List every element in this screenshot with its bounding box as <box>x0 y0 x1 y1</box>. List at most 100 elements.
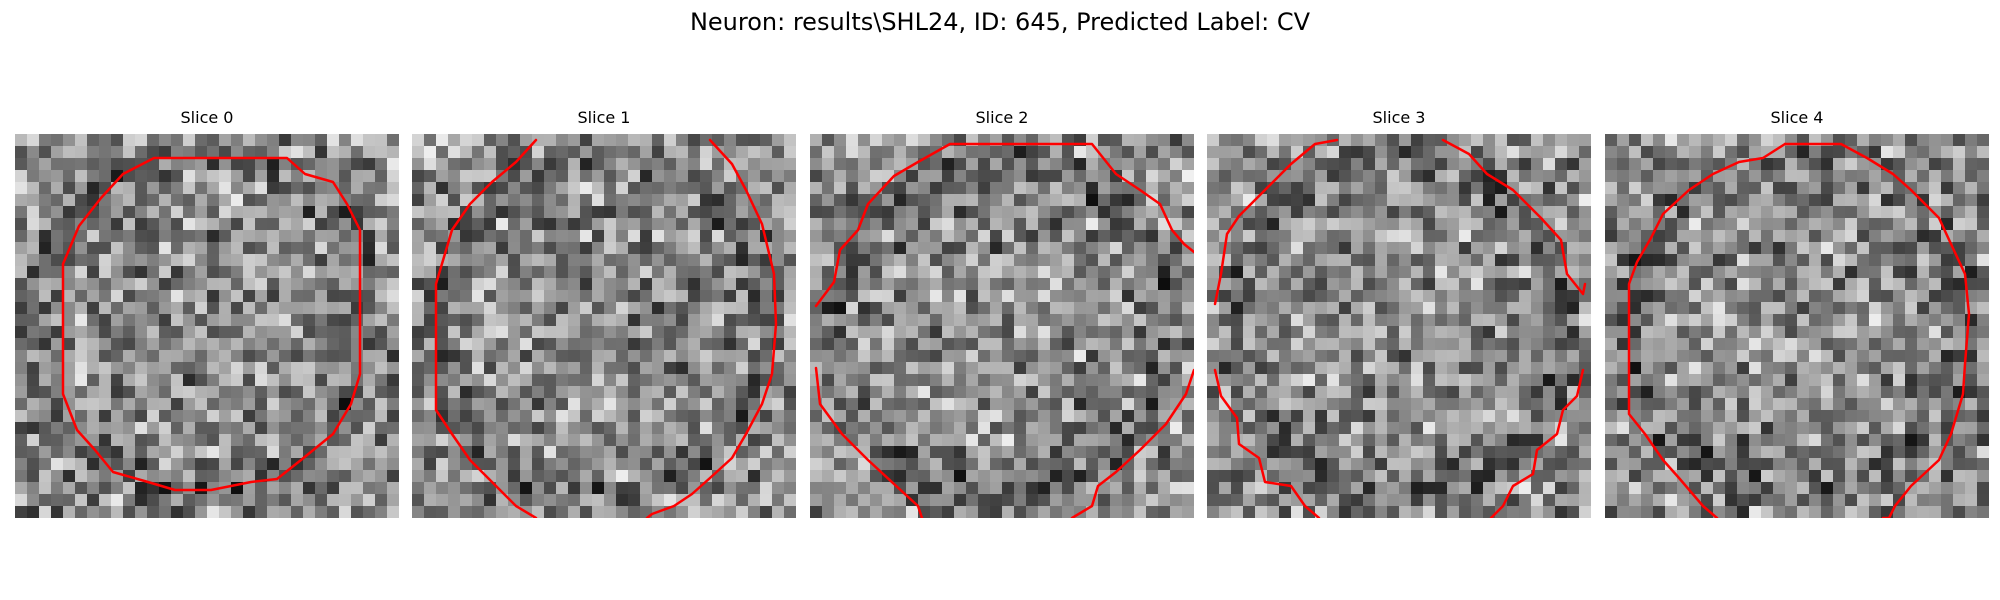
pixel-cell <box>580 314 592 326</box>
pixel-cell <box>1291 326 1303 338</box>
pixel-cell <box>387 434 399 446</box>
pixel-cell <box>942 206 954 218</box>
pixel-cell <box>664 302 676 314</box>
pixel-cell <box>1725 374 1737 386</box>
pixel-cell <box>1255 386 1267 398</box>
pixel-cell <box>1713 302 1725 314</box>
pixel-cell <box>183 434 195 446</box>
pixel-cell <box>1399 206 1411 218</box>
pixel-cell <box>339 290 351 302</box>
pixel-cell <box>1495 170 1507 182</box>
pixel-cell <box>544 458 556 470</box>
pixel-cell <box>1146 146 1158 158</box>
pixel-cell <box>1014 254 1026 266</box>
pixel-cell <box>1399 194 1411 206</box>
pixel-cell <box>1797 410 1809 422</box>
pixel-cell <box>1267 158 1279 170</box>
pixel-cell <box>760 314 772 326</box>
pixel-cell <box>736 290 748 302</box>
pixel-cell <box>810 314 822 326</box>
pixel-cell <box>255 470 267 482</box>
pixel-cell <box>1929 146 1941 158</box>
pixel-cell <box>1170 242 1182 254</box>
pixel-cell <box>183 374 195 386</box>
pixel-cell <box>882 374 894 386</box>
contour-path-1a <box>434 138 538 518</box>
pixel-cell <box>484 386 496 398</box>
pixel-cell <box>231 230 243 242</box>
pixel-cell <box>1363 278 1375 290</box>
pixel-cell <box>532 446 544 458</box>
pixel-cell <box>1231 458 1243 470</box>
pixel-cell <box>1845 386 1857 398</box>
pixel-cell <box>1074 398 1086 410</box>
pixel-cell <box>1122 458 1134 470</box>
pixel-cell <box>327 230 339 242</box>
pixel-cell <box>1303 290 1315 302</box>
pixel-cell <box>1146 422 1158 434</box>
pixel-cell <box>1098 422 1110 434</box>
pixel-cell <box>784 374 796 386</box>
pixel-cell <box>1351 230 1363 242</box>
pixel-cell <box>1375 146 1387 158</box>
pixel-cell <box>1423 134 1435 146</box>
pixel-cell <box>183 398 195 410</box>
pixel-cell <box>1243 482 1255 494</box>
pixel-cell <box>1459 326 1471 338</box>
pixel-cell <box>1737 434 1749 446</box>
pixel-cell <box>1351 470 1363 482</box>
pixel-cell <box>846 326 858 338</box>
pixel-cell <box>315 374 327 386</box>
pixel-cell <box>1965 446 1977 458</box>
pixel-cell <box>135 134 147 146</box>
pixel-cell <box>760 170 772 182</box>
pixel-cell <box>544 434 556 446</box>
pixel-cell <box>351 422 363 434</box>
pixel-cell <box>1773 254 1785 266</box>
pixel-cell <box>303 314 315 326</box>
pixel-cell <box>1785 326 1797 338</box>
pixel-cell <box>484 338 496 350</box>
pixel-cell <box>1809 434 1821 446</box>
pixel-cell <box>760 410 772 422</box>
pixel-cell <box>1761 290 1773 302</box>
pixel-cell <box>1315 482 1327 494</box>
pixel-cell <box>834 146 846 158</box>
pixel-cell <box>990 146 1002 158</box>
pixel-cell <box>1845 422 1857 434</box>
pixel-cell <box>436 470 448 482</box>
pixel-cell <box>1146 314 1158 326</box>
pixel-cell <box>1725 278 1737 290</box>
pixel-cell <box>1665 422 1677 434</box>
pixel-cell <box>1941 158 1953 170</box>
pixel-cell <box>1567 158 1579 170</box>
pixel-cell <box>39 266 51 278</box>
pixel-cell <box>243 242 255 254</box>
pixel-cell <box>1303 338 1315 350</box>
pixel-cell <box>1737 242 1749 254</box>
pixel-cell <box>460 386 472 398</box>
pixel-cell <box>966 170 978 182</box>
pixel-cell <box>1845 134 1857 146</box>
pixel-cell <box>448 314 460 326</box>
pixel-cell <box>1471 434 1483 446</box>
pixel-cell <box>1062 266 1074 278</box>
pixel-cell <box>810 302 822 314</box>
pixel-cell <box>1375 398 1387 410</box>
pixel-cell <box>1869 302 1881 314</box>
pixel-cell <box>966 206 978 218</box>
pixel-cell <box>784 242 796 254</box>
pixel-cell <box>1291 206 1303 218</box>
pixel-cell <box>894 194 906 206</box>
pixel-cell <box>1086 434 1098 446</box>
pixel-cell <box>556 326 568 338</box>
pixel-cell <box>640 230 652 242</box>
pixel-cell <box>1797 158 1809 170</box>
pixel-cell <box>1893 290 1905 302</box>
pixel-cell <box>243 350 255 362</box>
pixel-cell <box>640 314 652 326</box>
pixel-cell <box>894 314 906 326</box>
pixel-cell <box>207 446 219 458</box>
pixel-cell <box>834 482 846 494</box>
pixel-cell <box>616 506 628 518</box>
